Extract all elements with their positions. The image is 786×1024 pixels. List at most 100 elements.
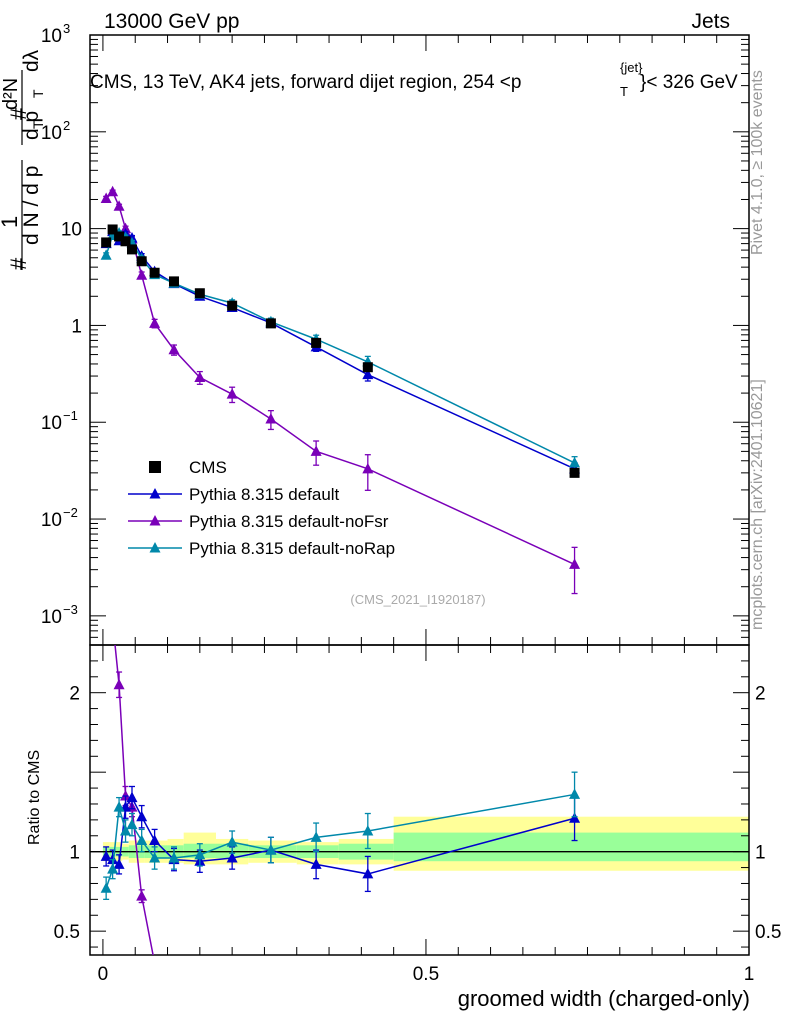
ratio-series-default xyxy=(100,785,581,893)
mcplots-credit: mcplots.cern.ch [arXiv:2401.10621] xyxy=(749,379,766,630)
main-point-data xyxy=(265,318,276,329)
ratio-point-noRap xyxy=(136,834,148,846)
ratio-ytick-label-right-0: 0.5 xyxy=(755,922,781,943)
ratio-point-noFsr xyxy=(136,890,148,901)
ratio-point-noRap xyxy=(265,844,277,855)
main-series-noFsr xyxy=(100,185,581,595)
ratio-point-noFsr xyxy=(107,615,118,626)
main-line-noFsr xyxy=(105,190,575,566)
ratio-point-noRap xyxy=(100,882,112,893)
ratio-ytick-label-right-2: 2 xyxy=(755,684,766,705)
x-tick-label-2: 1 xyxy=(744,964,755,985)
legend: CMS Pythia 8.315 default Pythia 8.315 defa… xyxy=(128,458,395,558)
ratio-ytick-label-0: 0.5 xyxy=(54,922,80,943)
ratio-point-noFsr xyxy=(227,986,238,997)
header-left: 13000 GeV pp xyxy=(104,10,239,33)
ratio-plot-frame: 0 0.5 10.5 0.51 12 2 xyxy=(54,644,781,985)
legend-marker-noRap xyxy=(149,542,161,553)
legend-item-data: CMS xyxy=(149,458,227,477)
ratio-point-noFsr xyxy=(311,993,322,1004)
plot-title: CMS, 13 TeV, AK4 jets, forward dijet reg… xyxy=(90,60,738,99)
main-ytick-label-6: 10 xyxy=(41,26,62,47)
main-point-data xyxy=(107,224,118,235)
ratio-point-noRap xyxy=(362,825,374,836)
legend-item-default: Pythia 8.315 default xyxy=(128,485,340,504)
main-point-data xyxy=(194,288,205,299)
main-point-data xyxy=(149,267,160,278)
main-ytick-exp-2: −1 xyxy=(63,408,78,423)
main-ytick-label-2: 10 xyxy=(41,413,62,434)
ratio-point-default xyxy=(149,834,161,846)
ratio-point-noFsr xyxy=(149,957,160,968)
main-point-noFsr xyxy=(362,462,374,474)
ratio-ylabel: Ratio to CMS xyxy=(26,750,43,845)
ratio-point-default xyxy=(362,867,374,879)
legend-label-default: Pythia 8.315 default xyxy=(189,485,340,504)
ratio-point-noRap xyxy=(107,863,119,874)
svg-text:d²N: d²N xyxy=(0,78,22,110)
main-ytick-exp-1: −2 xyxy=(63,505,78,520)
main-point-default xyxy=(362,368,374,380)
x-tick-label-1: 0.5 xyxy=(413,964,439,985)
legend-item-noFsr: Pythia 8.315 default-noFsr xyxy=(128,512,389,531)
ratio-point-default xyxy=(107,853,119,865)
ratio-axes-box xyxy=(89,644,750,956)
ratio-point-default xyxy=(226,852,238,863)
main-point-noFsr xyxy=(149,317,161,328)
svg-text:T: T xyxy=(30,120,46,129)
x-axis-label: groomed width (charged-only) xyxy=(458,986,750,1011)
main-point-data xyxy=(126,244,137,255)
ratio-point-default xyxy=(136,810,148,822)
main-point-noFsr xyxy=(100,192,112,203)
legend-label-noRap: Pythia 8.315 default-noRap xyxy=(189,539,395,558)
svg-text:d N / d p: d N / d p xyxy=(20,166,43,245)
ratio-point-noRap xyxy=(226,836,238,847)
ratio-point-noRap xyxy=(113,801,125,812)
main-point-data xyxy=(569,467,580,478)
ratio-series-noRap xyxy=(100,771,581,901)
header-right: Jets xyxy=(691,10,730,33)
ratio-point-noRap xyxy=(168,852,180,863)
main-ylabel: # 1 d N / d p T # d p T d²N dλ xyxy=(0,49,46,270)
main-series-data xyxy=(101,224,580,478)
main-ytick-exp-5: 2 xyxy=(63,118,70,133)
ratio-line-noFsr xyxy=(114,645,154,955)
main-point-noFsr xyxy=(226,388,238,399)
svg-text:T: T xyxy=(620,84,628,99)
ratio-point-noRap xyxy=(194,848,206,860)
main-point-data xyxy=(362,362,373,373)
main-ytick-exp-6: 3 xyxy=(63,21,70,36)
main-point-noFsr xyxy=(569,558,581,569)
svg-text:T: T xyxy=(30,89,46,98)
main-point-noRap xyxy=(100,249,112,260)
main-point-noFsr xyxy=(310,445,322,456)
analysis-watermark: (CMS_2021_I1920187) xyxy=(350,592,485,607)
svg-text:d p: d p xyxy=(20,111,43,140)
ratio-point-default xyxy=(113,858,125,869)
main-point-noFsr xyxy=(194,371,206,382)
legend-marker-data xyxy=(149,461,161,473)
ratio-point-default xyxy=(310,858,322,869)
main-point-data xyxy=(311,337,322,348)
svg-text:{jet}: {jet} xyxy=(620,60,643,75)
ratio-ytick-label-right-1: 1 xyxy=(755,843,766,864)
ratio-point-noRap xyxy=(120,825,132,836)
x-tick-label-0: 0 xyxy=(98,964,109,985)
main-point-noFsr xyxy=(107,185,119,197)
main-point-data xyxy=(101,237,112,248)
ratio-point-noRap xyxy=(126,818,138,830)
main-ytick-label-0: 10 xyxy=(41,607,62,628)
main-ytick-label-3: 1 xyxy=(71,316,82,337)
ratio-point-noRap xyxy=(310,831,322,842)
ratio-ytick-label-1: 1 xyxy=(69,843,80,864)
svg-text:}< 326 GeV: }< 326 GeV xyxy=(640,72,738,93)
ratio-point-noRap xyxy=(149,852,161,863)
ratio-point-noFsr xyxy=(113,678,125,690)
main-point-data xyxy=(114,231,125,242)
legend-marker-noFsr xyxy=(149,515,161,526)
main-ytick-label-1: 10 xyxy=(41,510,62,531)
main-point-noFsr xyxy=(168,343,180,355)
main-point-noFsr xyxy=(136,269,148,280)
